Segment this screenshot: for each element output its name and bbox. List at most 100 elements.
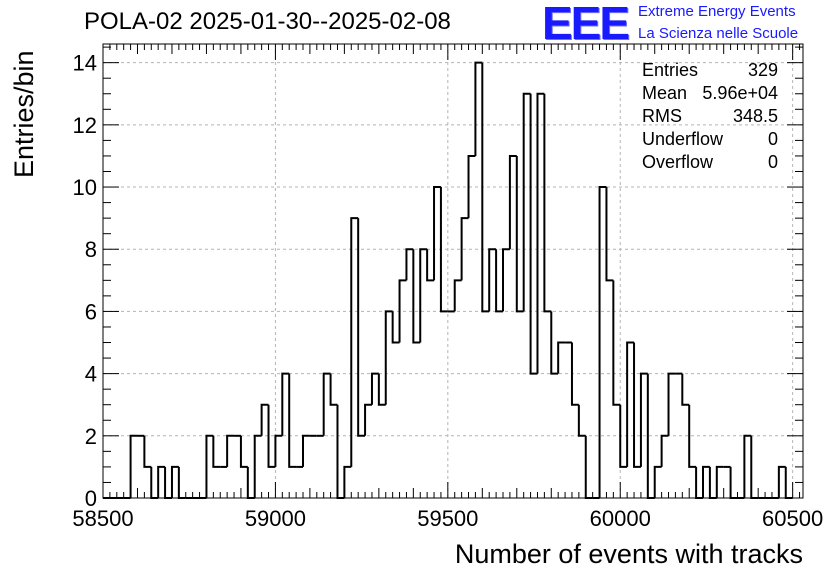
x-tick-label: 59500 [417, 506, 478, 531]
histogram-bin [633, 342, 641, 468]
histogram-bin [453, 279, 462, 312]
histogram-bin [784, 466, 793, 499]
histogram-bin [288, 373, 297, 468]
axes-layer: 58500 59000 59500 60000 60500 0 2 4 6 8 10 12 14 [72, 43, 823, 531]
histogram-bin [281, 372, 290, 436]
logo-line-1: Extreme Energy Events [638, 3, 796, 20]
histogram-bin [605, 187, 614, 282]
x-tick-label: 60500 [762, 506, 823, 531]
histogram-bin [529, 93, 538, 375]
logo-line-2: La Scienza nelle Scuole [638, 25, 799, 42]
histogram-bin [536, 92, 545, 374]
histogram-bin [350, 217, 359, 467]
histogram-bin [343, 465, 352, 498]
histogram-bin [584, 435, 593, 499]
histogram-bin [729, 466, 738, 499]
histogram-bin [481, 62, 490, 313]
histogram-bin [164, 466, 172, 499]
stats-label: Entries [642, 60, 698, 80]
stats-label: Mean [642, 83, 687, 103]
plot-frame [102, 43, 804, 499]
histogram-bin [750, 435, 759, 499]
eee-logo-mark: EEE [542, 0, 630, 49]
histogram-bin [702, 465, 710, 498]
stats-label: RMS [642, 106, 682, 126]
histogram-bin [474, 61, 483, 156]
histogram-bin [550, 311, 559, 375]
histogram-bin [577, 404, 586, 437]
y-axis-label: Entries/bin [9, 50, 39, 178]
histogram-bin [377, 373, 386, 406]
histogram-bin [157, 465, 166, 498]
histogram-bin [557, 341, 566, 374]
histogram-bin [412, 249, 421, 344]
histogram-bin [543, 93, 552, 313]
histogram-bin [570, 342, 579, 406]
histogram-bin [681, 373, 690, 406]
histogram-bin [467, 154, 476, 219]
stats-value: 329 [748, 60, 778, 80]
histogram-bin [239, 435, 248, 468]
histogram-bin [743, 434, 752, 498]
y-tick-label: 0 [85, 486, 97, 511]
histogram-bin [515, 155, 524, 313]
histogram-bin [612, 280, 621, 406]
histogram-bin [384, 310, 393, 405]
histogram-bin [398, 279, 407, 343]
x-tick-label: 59000 [245, 506, 306, 531]
y-tick-label: 14 [73, 51, 97, 76]
histogram-bin [150, 466, 159, 499]
y-tick-label: 8 [85, 237, 97, 262]
histogram-bin [336, 404, 345, 499]
histogram-bin [357, 218, 366, 437]
histogram-bin [170, 465, 179, 498]
y-tick-label: 12 [73, 113, 97, 138]
stats-label: Underflow [642, 129, 724, 149]
histogram-bin [653, 465, 662, 498]
histogram-bin [370, 372, 379, 405]
histogram-bin [522, 92, 531, 312]
stats-value: 0 [768, 129, 778, 149]
histogram-bin [226, 434, 235, 467]
histogram-bin [688, 404, 697, 468]
histogram-bin [433, 186, 441, 281]
x-axis-label: Number of events with tracks [455, 539, 803, 569]
x-tick-label: 58500 [72, 506, 133, 531]
stats-value: 5.96e+04 [702, 83, 778, 103]
histogram-bin [495, 249, 503, 313]
grid-layer [103, 44, 803, 498]
histogram-bin [715, 465, 724, 498]
histogram-bin [660, 434, 669, 467]
histogram-bin [639, 372, 648, 467]
y-tick-label: 4 [85, 362, 97, 387]
histogram-bin [460, 217, 469, 281]
stats-value: 0 [768, 152, 778, 172]
y-tick-label: 2 [85, 424, 97, 449]
histogram-bin [708, 466, 717, 499]
histogram-bin [667, 372, 676, 436]
histogram-bin [405, 248, 414, 281]
stats-box: Entries 329 Mean 5.96e+04 RMS 348.5 Underflow 0… [642, 60, 778, 172]
histogram-bin [260, 403, 269, 436]
y-tick-label: 6 [85, 299, 97, 324]
histogram-bin [626, 341, 635, 467]
histogram-bin [777, 465, 786, 498]
x-tick-label: 60000 [590, 506, 651, 531]
histogram-bin [488, 248, 497, 312]
histogram-bin [329, 373, 338, 406]
histogram-bin [253, 434, 262, 498]
histogram-bin [205, 434, 214, 498]
histogram-bin [274, 434, 283, 467]
histogram-bin [177, 466, 186, 499]
y-tick-label: 10 [73, 175, 97, 200]
histogram-bin [143, 435, 152, 468]
histogram-bin [439, 187, 448, 313]
histogram-bin [502, 248, 510, 312]
histogram-bin [246, 466, 255, 499]
histogram-bin [695, 466, 703, 499]
histogram-bin [322, 372, 331, 436]
bars-layer [103, 61, 793, 499]
histogram-bin [302, 434, 310, 467]
stats-value: 348.5 [733, 106, 778, 126]
